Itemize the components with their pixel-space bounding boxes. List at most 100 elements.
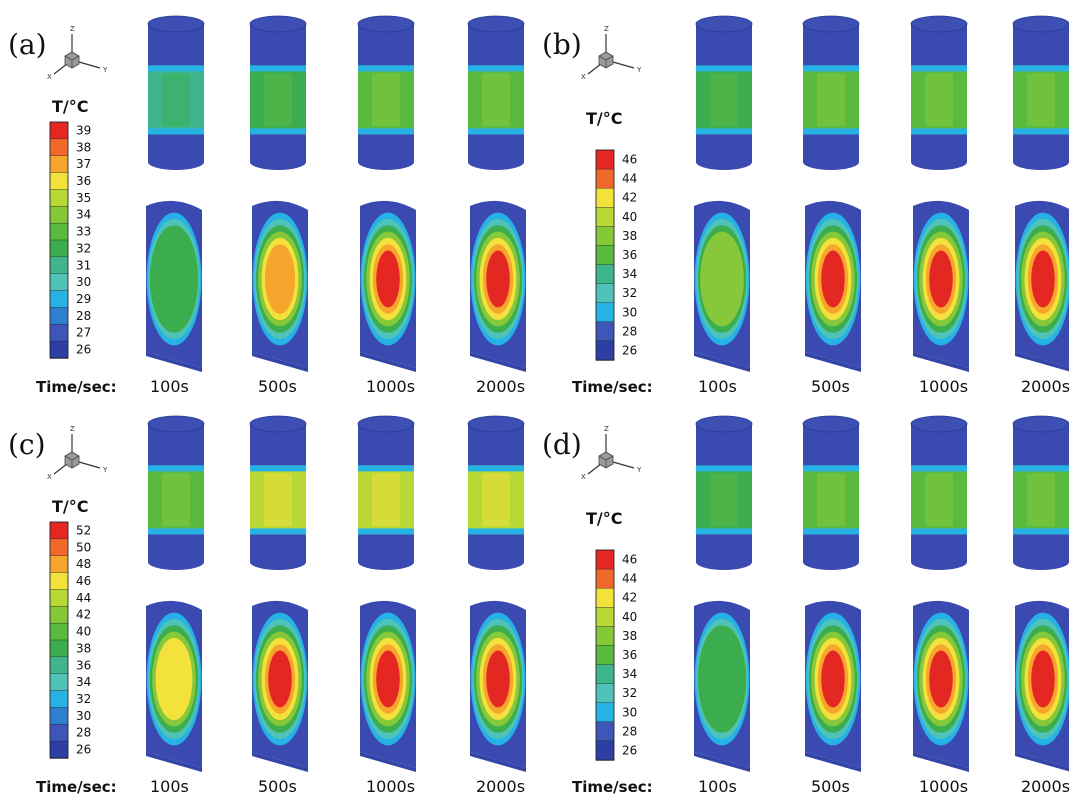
section-bottom-face bbox=[252, 752, 308, 772]
cylinder-band-edge-top bbox=[250, 65, 306, 72]
section-bottom-face bbox=[252, 352, 308, 372]
cylinder-band-edge-bottom bbox=[696, 528, 752, 535]
colorbar-tick-label: 40 bbox=[622, 210, 637, 224]
colorbar-tick-label: 30 bbox=[76, 709, 91, 723]
temperature-contour bbox=[486, 250, 510, 308]
temperature-contour bbox=[1031, 650, 1055, 708]
time-value: 100s bbox=[150, 377, 189, 396]
cylinder-band-edge-bottom bbox=[148, 128, 204, 135]
section-bottom-face bbox=[1015, 352, 1069, 372]
colorbar-segment bbox=[595, 587, 615, 608]
colorbar-tick-label: 26 bbox=[622, 343, 637, 357]
colorbar-segment bbox=[49, 606, 69, 624]
cylinder-bottom bbox=[358, 554, 414, 570]
section-bottom-face bbox=[913, 352, 969, 372]
temperature-contour bbox=[155, 637, 193, 721]
cylinder-band-edge-bottom bbox=[468, 528, 524, 535]
time-column-3: 2000s bbox=[467, 15, 526, 396]
colorbar-tick-label: 44 bbox=[76, 591, 91, 605]
colorbar-segment bbox=[595, 149, 615, 170]
colorbar-segment bbox=[49, 690, 69, 709]
cylinder-band-edge-top bbox=[696, 65, 752, 72]
temperature-contour bbox=[821, 650, 845, 708]
panel-c: (c) Z Y X T/°C 52 50 48 46 44 42 40 38 36 34 32 30 28 26 Ti… bbox=[8, 415, 526, 795]
cylinder-top-cap bbox=[467, 15, 525, 33]
cylinder-bottom bbox=[148, 554, 204, 570]
time-column-1: 500s bbox=[802, 415, 861, 795]
time-value: 2000s bbox=[1021, 377, 1069, 396]
colorbar-tick-label: 26 bbox=[622, 743, 637, 757]
colorbar-segment bbox=[595, 626, 615, 647]
colorbar-segment bbox=[595, 568, 615, 589]
cylinder-band-edge-top bbox=[250, 465, 306, 472]
colorbar-title: T/°C bbox=[586, 109, 623, 128]
colorbar-tick-label: 28 bbox=[622, 324, 637, 338]
colorbar-tick-label: 34 bbox=[76, 208, 91, 222]
temperature-contour bbox=[929, 650, 953, 708]
colorbar-frame bbox=[595, 149, 615, 361]
orientation-cube-edge bbox=[64, 455, 80, 468]
orientation-cube-edge bbox=[64, 55, 80, 68]
colorbar-tick-label: 46 bbox=[622, 153, 637, 167]
section-bottom-face bbox=[1015, 752, 1069, 772]
cylinder-top-cap bbox=[1012, 15, 1069, 33]
colorbar-tick-label: 32 bbox=[622, 686, 637, 700]
cylinder-band-edge-bottom bbox=[358, 528, 414, 535]
time-value: 2000s bbox=[476, 777, 525, 795]
colorbar-tick-label: 42 bbox=[76, 608, 91, 622]
colorbar-tick-label: 34 bbox=[76, 675, 91, 689]
time-value: 2000s bbox=[1021, 777, 1069, 795]
colorbar-tick-label: 32 bbox=[76, 692, 91, 706]
section-bottom-face bbox=[360, 352, 416, 372]
cylinder-band-edge-bottom bbox=[1013, 128, 1069, 135]
colorbar-segment bbox=[595, 702, 615, 723]
time-column-3: 2000s bbox=[467, 415, 526, 795]
cylinder-band-edge-bottom bbox=[911, 128, 967, 135]
colorbar-title: T/°C bbox=[52, 497, 89, 516]
axis-letter-x: X bbox=[47, 473, 52, 481]
time-column-2: 1000s bbox=[910, 415, 969, 795]
axis-letter-z: Z bbox=[70, 425, 75, 433]
colorbar-tick-label: 42 bbox=[622, 591, 637, 605]
cylinder-band-edge-top bbox=[1013, 465, 1069, 472]
colorbar-tick-label: 46 bbox=[76, 574, 91, 588]
cylinder-band-edge-top bbox=[1013, 65, 1069, 72]
cylinder-band-edge-bottom bbox=[358, 128, 414, 135]
section-bottom-face bbox=[146, 752, 202, 772]
colorbar-tick-label: 39 bbox=[76, 123, 91, 137]
cylinder-band-edge-top bbox=[358, 65, 414, 72]
colorbar-tick-label: 30 bbox=[76, 275, 91, 289]
cylinder-top-cap bbox=[147, 415, 205, 433]
colorbar-segment bbox=[49, 256, 69, 275]
colorbar-tick-label: 30 bbox=[622, 705, 637, 719]
panel-b: (b) Z Y X T/°C 46 44 42 40 38 36 34 32 30 28 26 Time/sec… bbox=[542, 15, 1069, 396]
section-bottom-face bbox=[694, 352, 750, 372]
colorbar-segment bbox=[595, 664, 615, 685]
colorbar-segment bbox=[49, 239, 69, 258]
time-value: 100s bbox=[150, 777, 189, 795]
colorbar-segment bbox=[49, 340, 69, 359]
cylinder-bottom bbox=[468, 554, 524, 570]
cylinder-top-cap bbox=[695, 15, 753, 33]
cylinder-band-edge-bottom bbox=[803, 528, 859, 535]
cylinder-bottom bbox=[803, 154, 859, 170]
colorbar-segment bbox=[595, 264, 615, 285]
colorbar-segment bbox=[595, 245, 615, 266]
colorbar-tick-label: 37 bbox=[76, 157, 91, 171]
panel-d: (d) Z Y X T/°C 46 44 42 40 38 36 34 32 30 28 26 Time/sec… bbox=[542, 415, 1069, 795]
colorbar-segment bbox=[49, 740, 69, 759]
time-value: 2000s bbox=[476, 377, 525, 396]
colorbar-tick-label: 38 bbox=[622, 229, 637, 243]
cylinder-top-cap bbox=[802, 15, 860, 33]
colorbar-tick-label: 42 bbox=[622, 191, 637, 205]
cylinder-band-edge-top bbox=[911, 65, 967, 72]
axis-letter-y: Y bbox=[102, 466, 108, 474]
colorbar-frame bbox=[49, 121, 69, 359]
section-bottom-face bbox=[805, 752, 861, 772]
cylinder-band-edge-top bbox=[911, 465, 967, 472]
temperature-contour bbox=[268, 650, 292, 708]
axis-letter-y: Y bbox=[636, 466, 642, 474]
colorbar-tick-label: 52 bbox=[76, 523, 91, 537]
colorbar-tick-label: 27 bbox=[76, 326, 91, 340]
panel-letter: (b) bbox=[542, 28, 582, 61]
